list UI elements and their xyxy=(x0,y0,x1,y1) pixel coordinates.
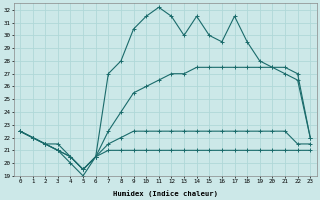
X-axis label: Humidex (Indice chaleur): Humidex (Indice chaleur) xyxy=(113,190,218,197)
